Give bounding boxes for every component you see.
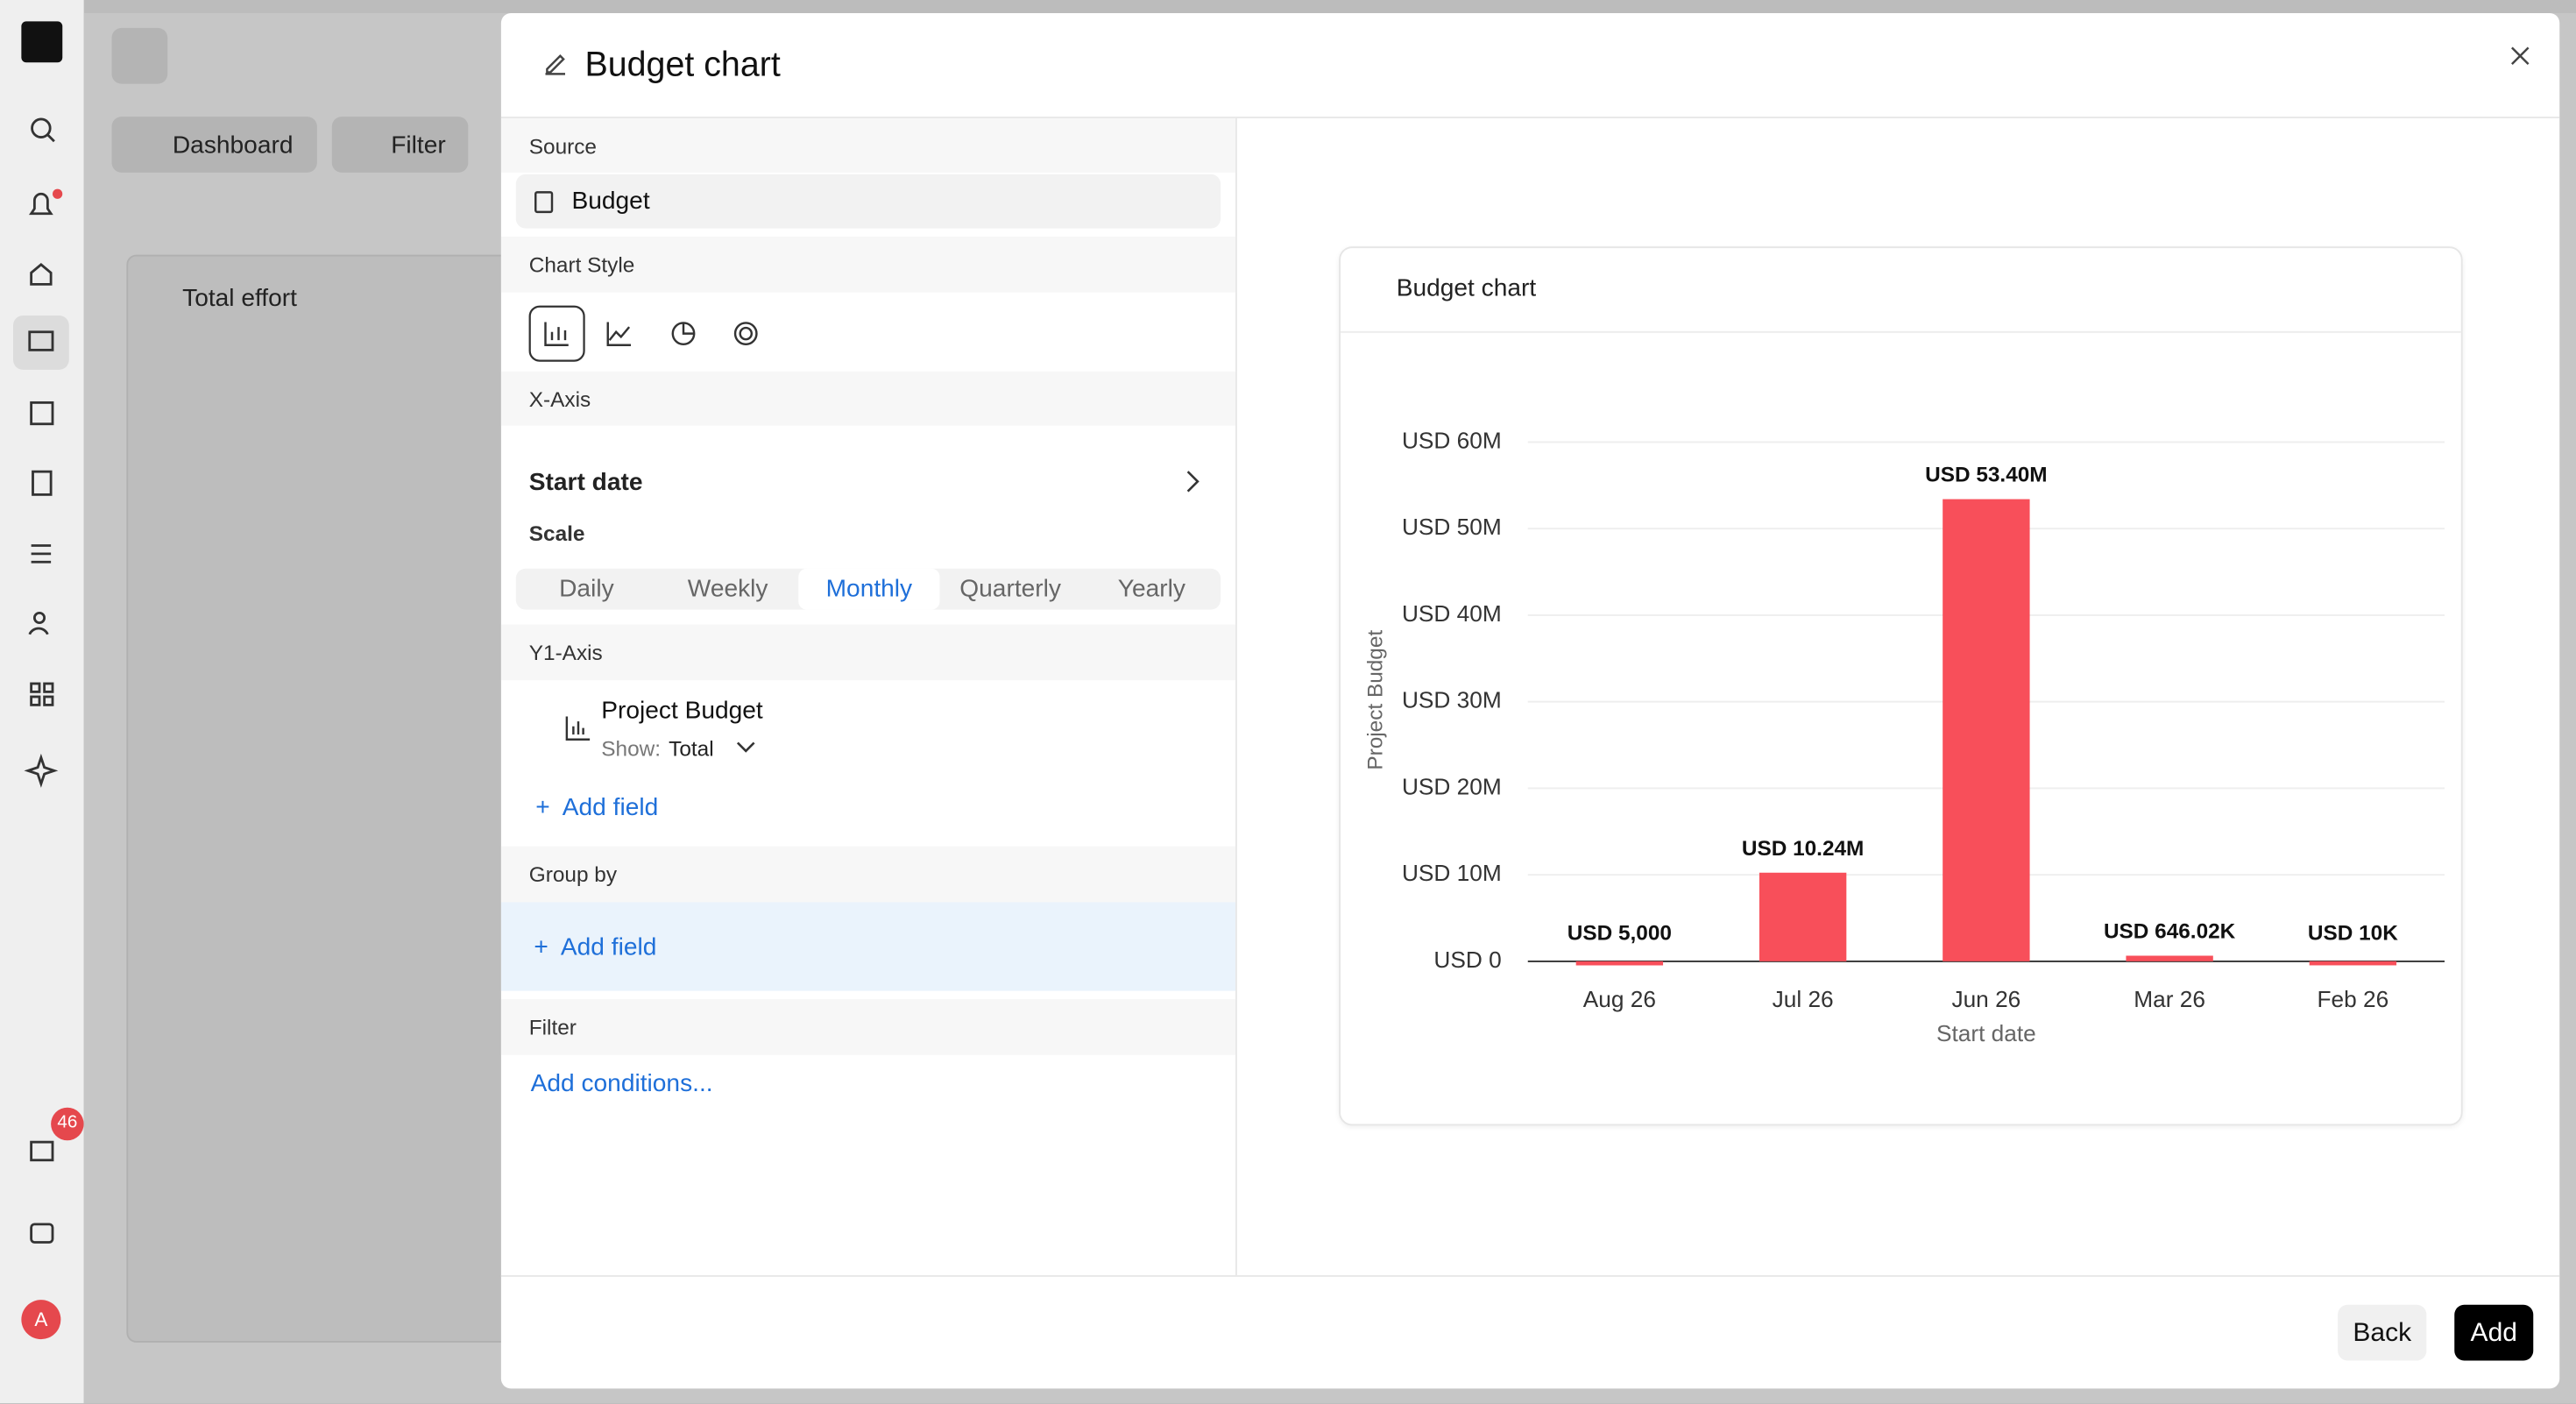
scale-selector: Daily Weekly Monthly Quarterly Yearly [515, 568, 1221, 610]
scale-option[interactable]: Daily [559, 575, 614, 604]
section: Source [500, 118, 1235, 173]
source-value: Budget [571, 187, 650, 216]
divider [500, 117, 2560, 118]
bar [1943, 499, 2030, 961]
group-drop[interactable]: + Add field [500, 902, 1235, 991]
chevron[interactable] [1185, 470, 1201, 493]
divider [500, 1275, 2560, 1277]
close-button[interactable] [2510, 46, 2530, 67]
section: Filter [500, 999, 1235, 1055]
section-label: Source [528, 132, 598, 158]
bar [2309, 961, 2397, 966]
add-button[interactable]: Add [2454, 1304, 2534, 1361]
y-tick-label: USD 20M [1402, 773, 1502, 799]
add-field-label: Add field [562, 793, 659, 822]
section-label: Filter [528, 1014, 577, 1039]
y-tick-label: USD 50M [1402, 514, 1502, 540]
section: X-Axis [500, 371, 1235, 426]
settings-panel: Source Budget Chart Style X-Axis Start d… [500, 118, 1237, 1275]
chart-card: Budget chart Project Budget Start date U… [1339, 246, 2463, 1126]
show-label: Show: [601, 736, 662, 762]
chart-style-options[interactable] [527, 304, 790, 366]
x-tick-label: Jul 26 [1773, 986, 1834, 1012]
y-tick-label: USD 10M [1402, 860, 1502, 886]
y-tick-label: USD 40M [1402, 600, 1502, 627]
x-field[interactable]: Start date [528, 468, 643, 497]
y-tick-label: USD 30M [1402, 687, 1502, 713]
badge: 46 [57, 1112, 78, 1132]
section-label: X-Axis [528, 386, 591, 411]
filter-button[interactable]: Filter [331, 117, 469, 173]
section: Chart Style [500, 237, 1235, 293]
bar [1575, 961, 1664, 966]
scale-option[interactable]: Monthly [798, 568, 940, 610]
bar [1759, 872, 1847, 961]
x-axis-label: Start date [1936, 1020, 2036, 1046]
data-label: USD 5,000 [1568, 921, 1672, 945]
label: Add [2470, 1319, 2517, 1348]
scale-option[interactable]: Weekly [687, 575, 768, 604]
y-tick-label: USD 60M [1402, 427, 1502, 453]
scale-option[interactable]: Yearly [1117, 575, 1185, 604]
section-label: Y1-Axis [528, 640, 603, 665]
card-title: Total effort [182, 284, 297, 313]
dropdown[interactable] [736, 740, 756, 756]
background-card: Total effort [126, 254, 557, 1343]
chart: Budget chart Project Budget Start date U… [1341, 273, 2461, 1046]
section-label: Chart Style [528, 252, 635, 277]
add-field-label: Add field [560, 933, 657, 961]
y-tick-label: USD 0 [1433, 947, 1501, 973]
data-label: USD 53.40M [1925, 464, 2047, 487]
x-tick-label: Mar 26 [2134, 986, 2205, 1012]
dashboard-button[interactable]: Dashboard [111, 117, 317, 173]
data-label: USD 10K [2308, 921, 2398, 945]
source-select[interactable]: Budget [515, 174, 1221, 229]
edit-icon [545, 54, 565, 75]
add-conditions[interactable]: Add conditions... [530, 1069, 713, 1098]
y-field[interactable]: Project Budget [601, 697, 763, 725]
add-field[interactable]: + Add field [535, 793, 659, 822]
menu-button[interactable] [111, 27, 168, 84]
icon [534, 191, 554, 214]
x-tick-label: Jun 26 [1951, 986, 2020, 1012]
logo[interactable] [21, 21, 63, 63]
label: Back [2353, 1319, 2412, 1348]
section: Group by [500, 846, 1235, 903]
scale-option[interactable]: Quarterly [959, 575, 1061, 604]
sidebar: 46 A [0, 0, 84, 1404]
data-label: USD 10.24M [1742, 837, 1864, 861]
label: Dashboard [172, 131, 294, 160]
show-value[interactable]: Total [669, 736, 714, 762]
back-button[interactable]: Back [2338, 1304, 2427, 1361]
scale-label: Scale [528, 521, 585, 546]
x-tick-label: Aug 26 [1583, 986, 1656, 1012]
section-label: Group by [528, 862, 618, 887]
add-field[interactable]: + Add field [534, 933, 657, 961]
bar [2126, 955, 2213, 961]
avatar[interactable]: A [34, 1308, 48, 1331]
chart-title: Budget chart [1397, 273, 1537, 301]
sidebar-icons [13, 117, 84, 1340]
y-axis-label: Project Budget [1364, 630, 1388, 770]
bar-icon [565, 716, 591, 741]
data-label: USD 646.02K [2104, 920, 2236, 944]
section: Y1-Axis [500, 624, 1235, 681]
label: Filter [391, 131, 446, 160]
x-tick-label: Feb 26 [2318, 986, 2389, 1012]
dialog-title: Budget chart [584, 46, 781, 84]
dialog: Budget chart Source Budget Chart Style X… [500, 13, 2560, 1389]
